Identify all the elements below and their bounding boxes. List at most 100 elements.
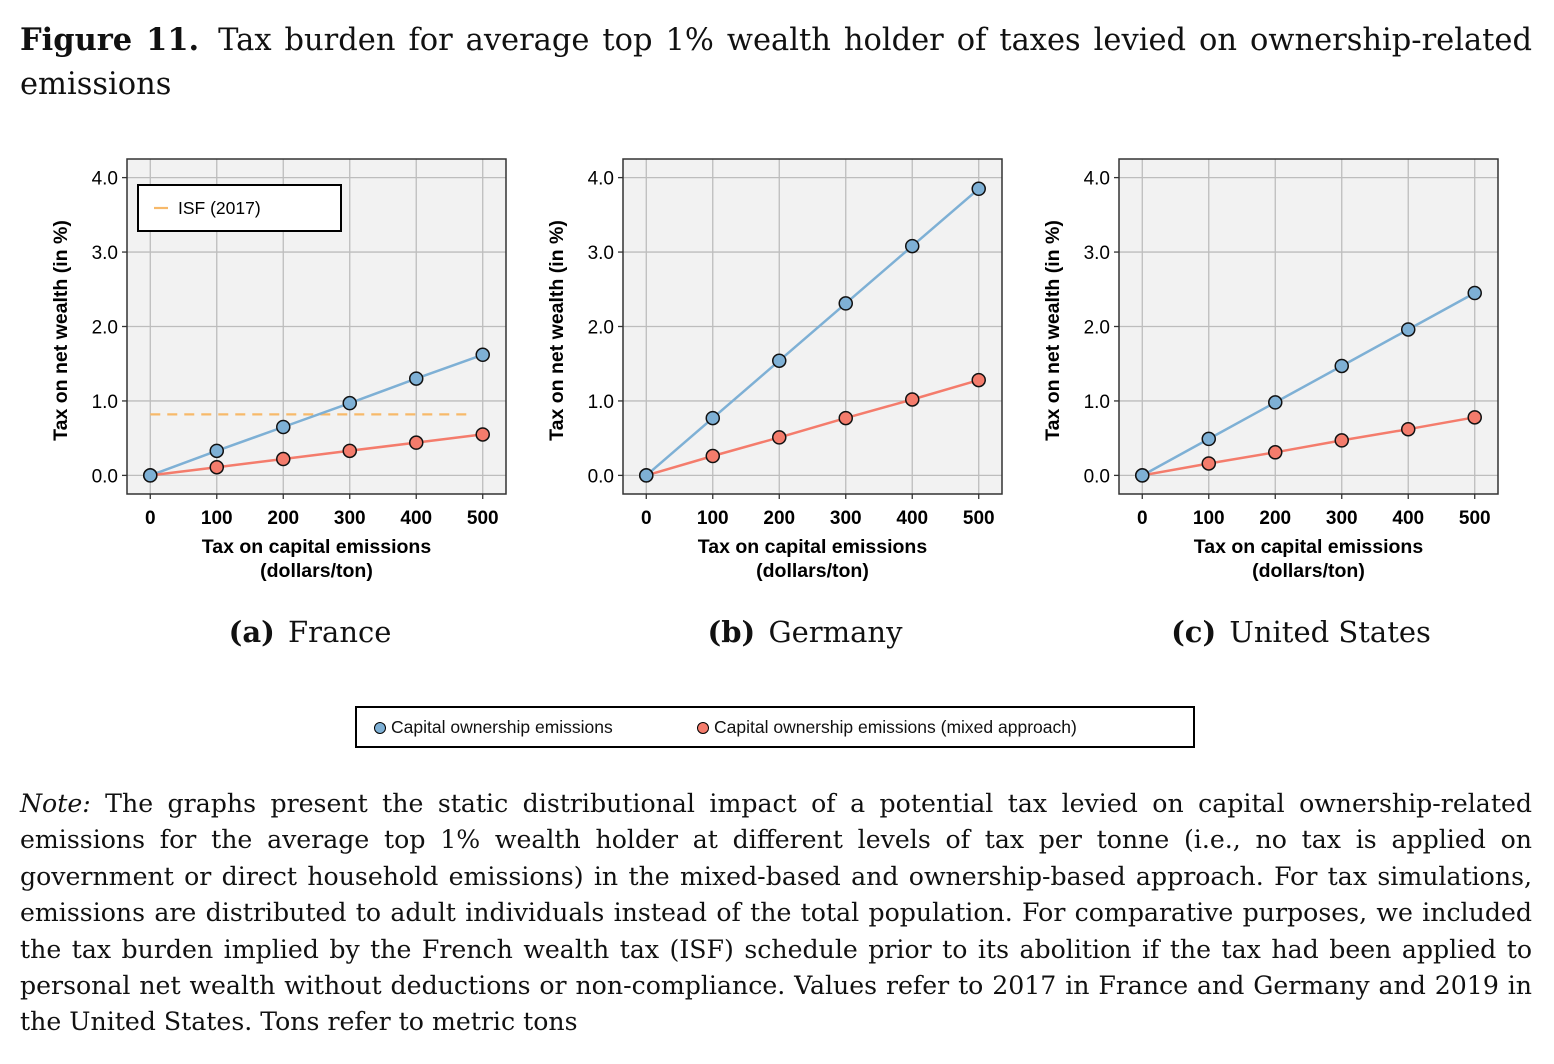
y-tick-label: 0.0: [1084, 466, 1110, 487]
x-tick-label: 100: [697, 508, 729, 529]
x-axis-label: Tax on capital emissions: [698, 536, 928, 558]
note-label: Note:: [20, 789, 91, 818]
y-tick-label: 1.0: [588, 392, 614, 413]
data-point: [475, 427, 490, 442]
y-tick-label: 0.0: [92, 466, 118, 487]
x-tick-label: 0: [641, 508, 652, 529]
x-tick-label: 300: [334, 508, 366, 529]
data-point: [1400, 322, 1416, 337]
data-point: [1334, 433, 1349, 448]
caption-name: United States: [1229, 615, 1431, 649]
series-line: [149, 353, 484, 477]
x-tick-label: 400: [1392, 508, 1424, 529]
x-tick-label: 500: [1459, 508, 1491, 529]
legend-marker: [374, 721, 386, 734]
data-point: [838, 296, 853, 311]
chart-panel: 0.0 1.0 2.0 3.0 4.0 0 100 200 300 400 500 Tax on ca…: [50, 158, 507, 582]
legend-item-mixed: Capital ownership emissions (mixed appro…: [697, 717, 1077, 738]
x-tick-label: 200: [763, 508, 795, 529]
legend-label: Capital ownership emissions (mixed appro…: [714, 717, 1077, 737]
x-tick-label: 200: [267, 508, 299, 529]
note-text: The graphs present the static distributi…: [20, 789, 1532, 1037]
series-line: [645, 378, 980, 477]
chart-panel: 0.0 1.0 2.0 3.0 4.0 0 100 200 300 400 500 Tax on ca…: [1042, 158, 1499, 582]
caption-united-states: (c) United States: [1091, 610, 1511, 654]
x-tick-label: 300: [1326, 508, 1358, 529]
y-tick-label: 2.0: [588, 318, 614, 339]
caption-letter: (b): [707, 615, 756, 649]
caption-letter: (c): [1171, 615, 1217, 649]
y-axis-label: Tax on net wealth (in %): [50, 220, 72, 441]
inset-legend: ISF (2017): [137, 184, 342, 232]
x-axis-unit-label: (dollars/ton): [1252, 560, 1365, 582]
legend-item-ownership: Capital ownership emissions: [374, 717, 613, 738]
data-point: [276, 451, 291, 467]
caption-letter: (a): [228, 615, 275, 649]
x-tick-label: 100: [1193, 508, 1225, 529]
y-axis-label: Tax on net wealth (in %): [546, 220, 568, 441]
data-point: [143, 468, 158, 483]
legend-marker: [697, 721, 709, 734]
x-tick-label: 400: [896, 508, 928, 529]
figure-legend: Capital ownership emissions Capital owne…: [355, 706, 1195, 748]
x-tick-label: 0: [1137, 508, 1148, 529]
y-axis-label: Tax on net wealth (in %): [1042, 220, 1064, 441]
data-point: [705, 410, 721, 426]
plot-frame: [126, 158, 507, 495]
caption-germany: (b) Germany: [595, 610, 1015, 654]
caption-name: France: [288, 615, 392, 649]
x-tick-label: 500: [963, 508, 995, 529]
data-point: [342, 395, 357, 411]
figure-title-text: Tax burden for average top 1% wealth hol…: [20, 23, 1533, 102]
figure-title: Figure 11. Tax burden for average top 1%…: [20, 18, 1532, 107]
legend-label: Capital ownership emissions: [391, 717, 613, 737]
data-point: [408, 371, 424, 386]
plot-frame: [1118, 158, 1499, 495]
x-tick-label: 100: [201, 508, 233, 529]
y-tick-label: 3.0: [1084, 243, 1110, 264]
data-point: [838, 410, 853, 426]
figure-label: Figure 11.: [20, 22, 200, 58]
y-tick-label: 4.0: [588, 169, 614, 190]
x-axis-unit-label: (dollars/ton): [756, 560, 869, 582]
y-tick-label: 3.0: [588, 243, 614, 264]
data-point: [209, 459, 225, 475]
data-point: [1201, 456, 1217, 471]
data-point: [772, 353, 787, 368]
data-point: [904, 238, 920, 254]
chart-panel: 0.0 1.0 2.0 3.0 4.0 0 100 200 300 400 500 Tax on ca…: [546, 158, 1003, 582]
series-line: [645, 187, 980, 477]
y-tick-label: 4.0: [92, 169, 118, 190]
data-point: [705, 448, 721, 464]
y-tick-label: 1.0: [92, 392, 118, 413]
y-tick-label: 4.0: [1084, 169, 1110, 190]
data-point: [1268, 395, 1283, 410]
x-tick-label: 0: [145, 508, 156, 529]
series-line: [1141, 291, 1476, 477]
x-tick-label: 200: [1259, 508, 1291, 529]
data-point: [342, 443, 357, 459]
data-point: [1135, 468, 1150, 483]
data-point: [276, 419, 291, 435]
data-point: [904, 392, 920, 407]
data-point: [1201, 431, 1217, 447]
x-tick-label: 400: [400, 508, 432, 529]
x-tick-label: 300: [830, 508, 862, 529]
data-point: [1467, 285, 1482, 301]
x-axis-unit-label: (dollars/ton): [260, 560, 373, 582]
data-point: [1467, 410, 1482, 425]
data-point: [1400, 421, 1416, 437]
y-tick-label: 0.0: [588, 466, 614, 487]
data-point: [772, 430, 787, 445]
figure-note: Note: The graphs present the static dist…: [20, 786, 1532, 1041]
caption-name: Germany: [768, 615, 903, 649]
data-point: [971, 181, 986, 197]
x-axis-label: Tax on capital emissions: [1194, 536, 1424, 558]
inset-legend-box: [137, 184, 342, 232]
series-line: [150, 433, 483, 477]
data-point: [475, 347, 490, 363]
data-point: [1334, 358, 1349, 374]
data-point: [639, 468, 654, 483]
data-point: [1268, 445, 1283, 460]
y-tick-label: 2.0: [92, 318, 118, 339]
